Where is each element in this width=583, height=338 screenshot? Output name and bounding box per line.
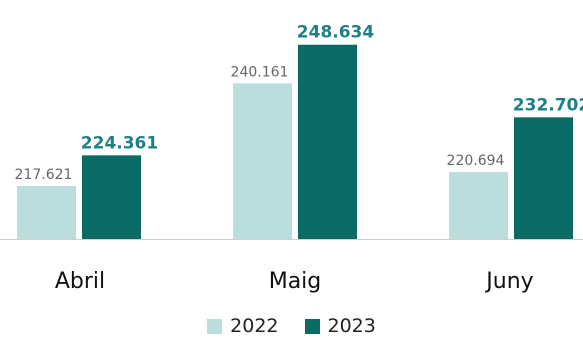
data-label-2022-maig: 240.161 — [231, 64, 289, 80]
data-label-2022-juny: 220.694 — [447, 153, 505, 169]
bar-chart: 217.621 224.361 Abril 240.161 248.634 Maig 220… — [0, 23, 583, 294]
data-label-2023-abril: 224.361 — [81, 133, 158, 153]
data-label-2022-abril: 217.621 — [15, 167, 73, 183]
legend: 2022 2023 — [0, 314, 583, 338]
bar-2023-abril — [82, 155, 141, 239]
category-label-juny: Juny — [484, 269, 533, 294]
bar-2023-maig — [298, 44, 357, 240]
legend-item-2023: 2023 — [304, 315, 376, 337]
legend-item-2022: 2022 — [207, 315, 279, 337]
data-label-2023-juny: 232.702 — [513, 95, 583, 115]
bar-2023-juny — [514, 117, 573, 239]
category-label-maig: Maig — [269, 269, 322, 294]
bar-2022-abril — [17, 186, 76, 239]
legend-label-2022: 2022 — [230, 315, 279, 337]
legend-label-2023: 2023 — [327, 315, 376, 337]
legend-swatch-2022 — [207, 318, 223, 334]
data-label-2023-maig: 248.634 — [297, 23, 375, 43]
bar-2022-juny — [449, 172, 508, 239]
category-label-abril: Abril — [55, 269, 105, 294]
legend-swatch-2023 — [304, 318, 320, 334]
bar-2022-maig — [233, 83, 292, 239]
